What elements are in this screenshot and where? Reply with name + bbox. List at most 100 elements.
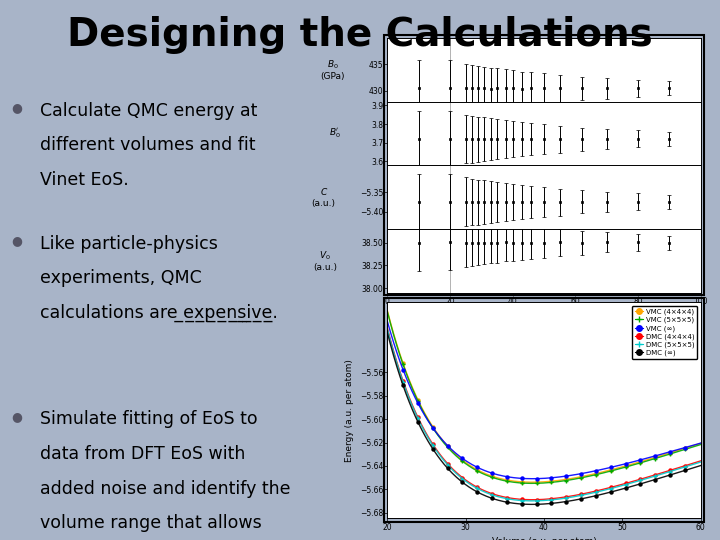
- VMC (∞): [577, 470, 585, 477]
- DMC (5×5×5): [577, 492, 585, 498]
- Y-axis label: Energy (a.u. per atom): Energy (a.u. per atom): [346, 359, 354, 462]
- DMC (4×4×4): [592, 488, 600, 494]
- VMC (4×4×4): [413, 396, 422, 403]
- DMC (∞): [592, 492, 600, 499]
- VMC (5×5×5): [518, 480, 526, 486]
- VMC (4×4×4): [399, 360, 408, 367]
- DMC (∞): [518, 501, 526, 507]
- DMC (4×4×4): [458, 474, 467, 481]
- DMC (∞): [503, 499, 511, 505]
- DMC (4×4×4): [547, 496, 556, 502]
- DMC (4×4×4): [532, 496, 541, 503]
- VMC (4×4×4): [651, 454, 660, 461]
- VMC (∞): [532, 475, 541, 482]
- VMC (∞): [651, 453, 660, 459]
- VMC (∞): [547, 475, 556, 481]
- DMC (4×4×4): [577, 491, 585, 497]
- DMC (4×4×4): [562, 494, 570, 500]
- VMC (∞): [503, 474, 511, 480]
- Line: DMC (5×5×5): DMC (5×5×5): [402, 380, 686, 502]
- DMC (4×4×4): [606, 484, 615, 491]
- VMC (4×4×4): [444, 443, 452, 449]
- VMC (5×5×5): [562, 477, 570, 484]
- Text: Vinet EoS.: Vinet EoS.: [40, 171, 128, 189]
- Line: DMC (∞): DMC (∞): [402, 384, 686, 506]
- Text: data from DFT EoS with: data from DFT EoS with: [40, 445, 245, 463]
- DMC (5×5×5): [428, 442, 437, 448]
- DMC (5×5×5): [562, 495, 570, 501]
- VMC (5×5×5): [680, 446, 689, 453]
- VMC (4×4×4): [532, 479, 541, 485]
- DMC (∞): [651, 476, 660, 483]
- VMC (5×5×5): [487, 474, 496, 481]
- VMC (∞): [606, 464, 615, 471]
- Text: Designing the Calculations: Designing the Calculations: [67, 16, 653, 54]
- Y-axis label: $B_0'$: $B_0'$: [329, 126, 341, 140]
- VMC (4×4×4): [547, 478, 556, 484]
- VMC (5×5×5): [399, 361, 408, 368]
- VMC (4×4×4): [666, 450, 675, 456]
- Text: Calculate QMC energy at: Calculate QMC energy at: [40, 102, 257, 119]
- DMC (5×5×5): [399, 379, 408, 385]
- VMC (5×5×5): [577, 475, 585, 481]
- VMC (5×5×5): [651, 455, 660, 462]
- Line: DMC (4×4×4): DMC (4×4×4): [402, 379, 686, 501]
- DMC (∞): [532, 501, 541, 508]
- Text: experiments, QMC: experiments, QMC: [40, 269, 202, 287]
- VMC (5×5×5): [606, 468, 615, 474]
- VMC (4×4×4): [473, 467, 482, 473]
- Text: Simulate fitting of EoS to: Simulate fitting of EoS to: [40, 410, 257, 428]
- DMC (∞): [606, 489, 615, 495]
- DMC (5×5×5): [518, 497, 526, 504]
- DMC (∞): [413, 418, 422, 425]
- DMC (5×5×5): [636, 477, 644, 484]
- DMC (4×4×4): [636, 476, 644, 482]
- VMC (4×4×4): [562, 476, 570, 483]
- Text: calculations are ̲e̲x̲p̲e̲n̲s̲i̲v̲e̲.: calculations are ̲e̲x̲p̲e̲n̲s̲i̲v̲e̲.: [40, 304, 277, 322]
- VMC (5×5×5): [666, 451, 675, 457]
- VMC (∞): [636, 457, 644, 463]
- DMC (4×4×4): [651, 471, 660, 478]
- VMC (∞): [487, 470, 496, 476]
- VMC (4×4×4): [606, 467, 615, 473]
- VMC (∞): [458, 455, 467, 462]
- VMC (4×4×4): [577, 474, 585, 480]
- VMC (5×5×5): [444, 444, 452, 450]
- VMC (5×5×5): [413, 397, 422, 404]
- DMC (∞): [458, 479, 467, 485]
- X-axis label: Volume range (a.u. per atom): Volume range (a.u. per atom): [477, 312, 611, 320]
- Text: different volumes and fit: different volumes and fit: [40, 136, 255, 154]
- DMC (5×5×5): [547, 497, 556, 503]
- VMC (4×4×4): [518, 478, 526, 485]
- DMC (5×5×5): [680, 464, 689, 470]
- VMC (5×5×5): [592, 471, 600, 478]
- VMC (5×5×5): [547, 479, 556, 485]
- VMC (4×4×4): [503, 477, 511, 483]
- DMC (∞): [680, 467, 689, 474]
- DMC (∞): [399, 382, 408, 389]
- VMC (∞): [562, 473, 570, 480]
- DMC (∞): [547, 500, 556, 507]
- DMC (5×5×5): [413, 415, 422, 422]
- VMC (4×4×4): [636, 458, 644, 465]
- DMC (4×4×4): [444, 460, 452, 467]
- VMC (4×4×4): [428, 423, 437, 430]
- Text: added noise and identify the: added noise and identify the: [40, 480, 290, 498]
- Y-axis label: $V_0$
(a.u.): $V_0$ (a.u.): [313, 249, 338, 272]
- DMC (4×4×4): [399, 377, 408, 384]
- DMC (∞): [428, 446, 437, 452]
- DMC (5×5×5): [458, 475, 467, 482]
- VMC (5×5×5): [532, 480, 541, 487]
- Text: ●: ●: [11, 102, 22, 114]
- Line: VMC (∞): VMC (∞): [402, 368, 686, 480]
- DMC (5×5×5): [444, 462, 452, 468]
- VMC (4×4×4): [458, 457, 467, 463]
- DMC (5×5×5): [503, 495, 511, 502]
- Text: ●: ●: [11, 234, 22, 247]
- VMC (5×5×5): [503, 478, 511, 484]
- DMC (∞): [487, 495, 496, 502]
- Line: VMC (5×5×5): VMC (5×5×5): [402, 363, 686, 485]
- VMC (5×5×5): [473, 468, 482, 474]
- VMC (∞): [444, 442, 452, 449]
- VMC (∞): [413, 400, 422, 406]
